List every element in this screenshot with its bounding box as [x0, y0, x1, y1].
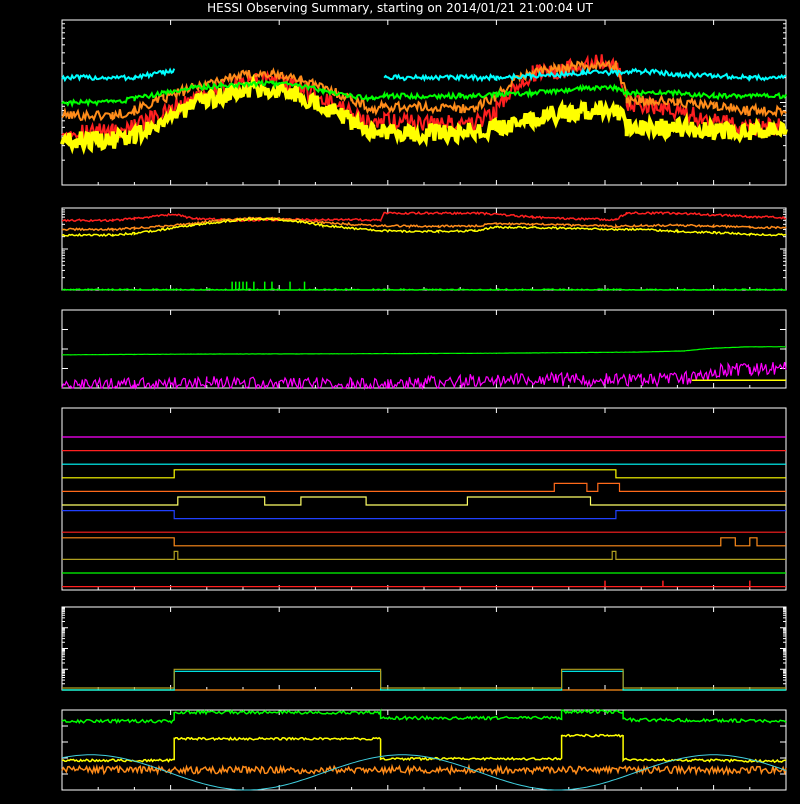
gamma-series-0-3-7-mev [61, 217, 787, 237]
attitude-series-absolute-geomagnetic-latitude [61, 754, 787, 791]
decimation-series-rear-dec-weight [62, 668, 786, 689]
flags-line-aaz-flag [62, 550, 786, 560]
gamma-series-0-3-0-3-mev [61, 216, 787, 233]
attitude-series-front-ratio [61, 733, 786, 764]
xray-series-50-100-kev [61, 67, 787, 83]
chart-title: HESSI Observing Summary, starting on 201… [207, 1, 593, 15]
xray-series-3-6-kev [61, 54, 787, 143]
gamma-series-0-1-0-3-mev [61, 211, 787, 223]
goes-series-goes-long [61, 346, 786, 356]
goes-series-goes-short [61, 361, 787, 391]
decimation-frame [61, 606, 787, 691]
xray-series-25-50-kev [61, 79, 787, 108]
gamma-series-7-20-mev [61, 288, 786, 291]
attitude-series-max-det-vs-tot [61, 763, 787, 777]
flags-line-sc-transmitter [62, 482, 786, 492]
flags-frame [61, 407, 787, 591]
xray-series-12-25-kev [60, 74, 788, 155]
goes-frame [61, 309, 787, 389]
flags-line-eclipse-flag [62, 510, 786, 520]
xray-series-6-12-kev [61, 59, 787, 123]
flags-line-particle-flag [62, 537, 786, 547]
flags-line-flare-flag [62, 496, 786, 506]
flags-line-sc-in-sunlight [62, 469, 786, 479]
attitude-series-front-ratio-1325 [61, 708, 787, 725]
gamma-frame [61, 207, 787, 291]
